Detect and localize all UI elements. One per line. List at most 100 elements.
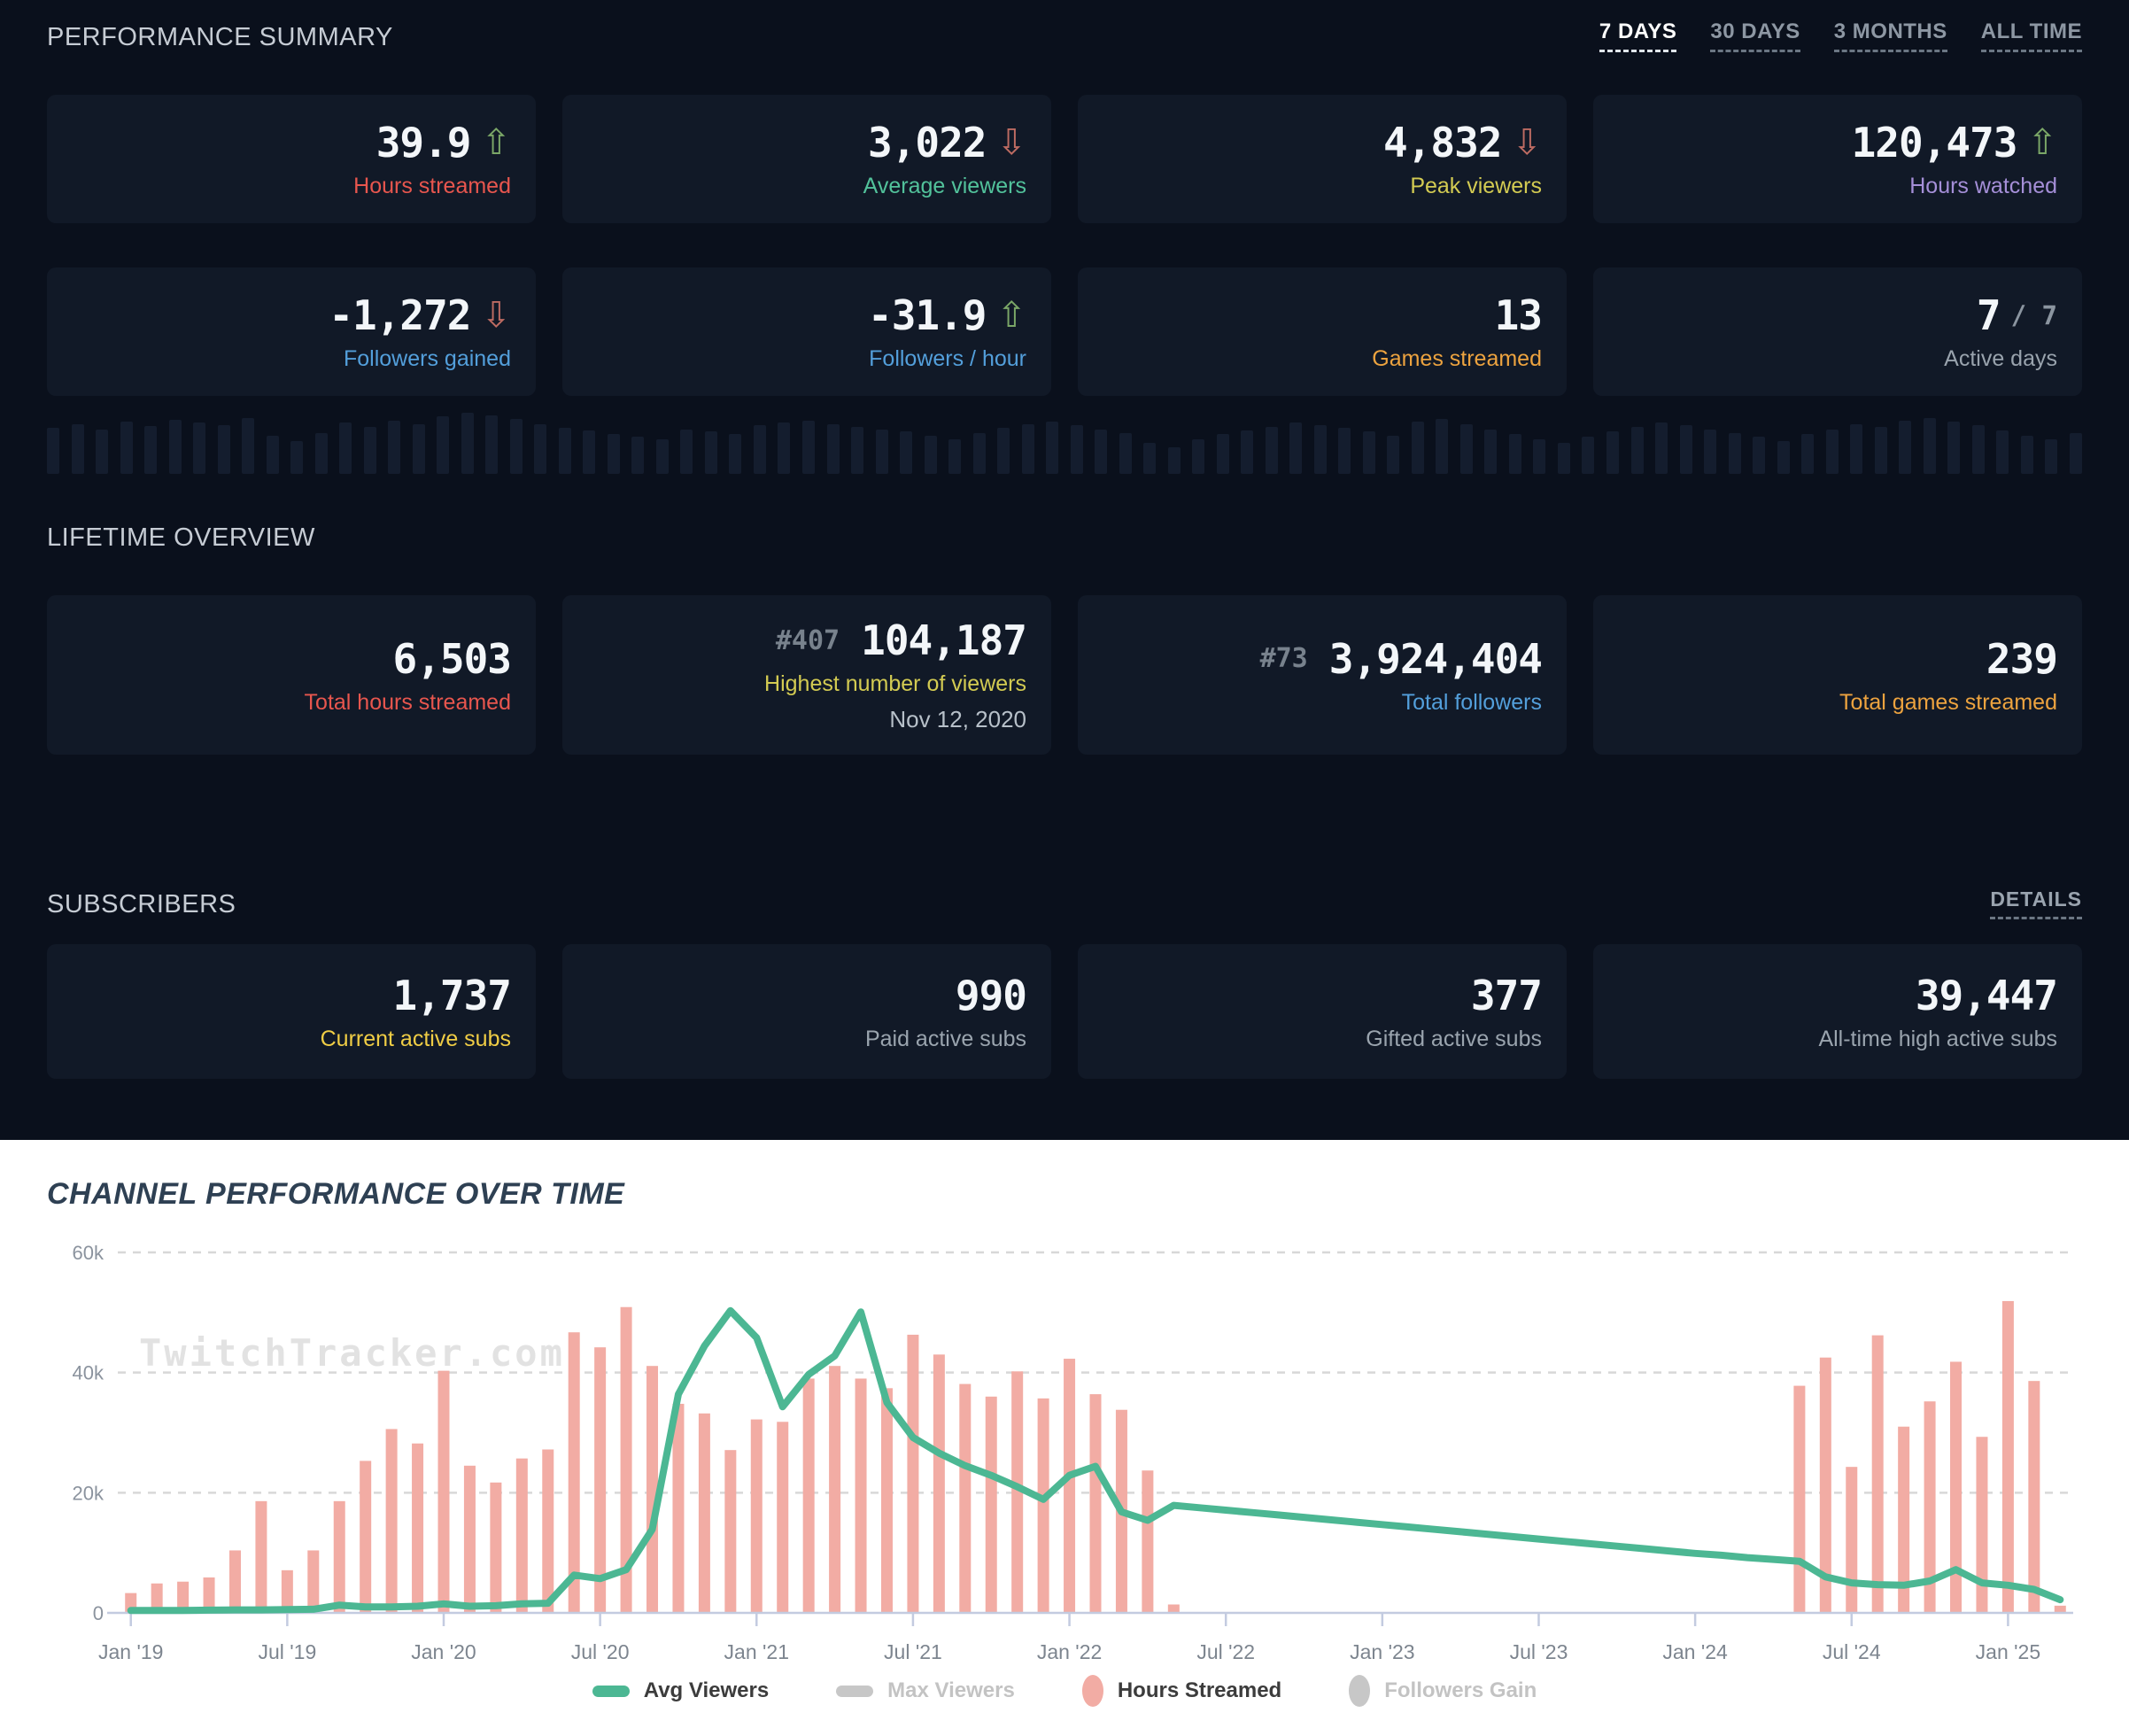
stat-rank: #73 [1259, 643, 1308, 674]
stat-label: Active days [1944, 346, 2057, 371]
hours-streamed-bar [802, 1378, 815, 1613]
time-filter-all-time[interactable]: ALL TIME [1980, 19, 2082, 52]
sparkline-bar [1338, 428, 1351, 474]
hours-streamed-bar [412, 1443, 424, 1613]
sparkline-bar [1899, 420, 1912, 474]
stat-value: 104,187 [861, 616, 1027, 664]
sparkline-bar [1459, 423, 1473, 474]
y-axis-label: 20k [73, 1482, 105, 1504]
sparkline-bar [1923, 417, 1936, 474]
stat-label: Followers gained [344, 346, 511, 371]
avg-viewers-line [127, 1306, 2064, 1615]
sparkline-bar [1655, 422, 1668, 474]
legend-swatch-line-icon [836, 1685, 874, 1697]
sparkline-bar [1801, 434, 1815, 474]
stat-value: 990 [955, 971, 1027, 1019]
sparkline-bar [534, 423, 547, 474]
sparkline-bar [1947, 421, 1961, 474]
subscribers-cards-grid: 1,737 Current active subs 990 Paid activ… [47, 944, 2082, 1079]
hours-streamed-bar [933, 1354, 945, 1613]
lifetime-cards-grid: 6,503 Total hours streamed #407 104,187 … [47, 595, 2082, 755]
time-filter-30-days[interactable]: 30 DAYS [1710, 19, 1800, 52]
stat-value: 239 [1986, 634, 2058, 683]
stat-card-hours-streamed: 39.9 ⇧ Hours streamed [47, 95, 536, 223]
legend-item-max-viewers[interactable]: Max Viewers [836, 1678, 1015, 1703]
stat-value: 13 [1494, 291, 1543, 339]
stat-card-hours-watched: 120,473 ⇧ Hours watched [1593, 95, 2082, 223]
stat-value: 6,503 [392, 634, 512, 683]
hours-streamed-bar [463, 1465, 476, 1613]
hours-streamed-bar [568, 1332, 580, 1613]
sparkline-bar [583, 430, 596, 474]
legend-item-hours-streamed[interactable]: Hours Streamed [1081, 1675, 1281, 1707]
chart-title: CHANNEL PERFORMANCE OVER TIME [47, 1177, 625, 1211]
sparkline-bar [801, 420, 815, 474]
legend-item-avg-viewers[interactable]: Avg Viewers [592, 1678, 769, 1703]
sparkline-bar [1387, 435, 1400, 474]
hours-streamed-bar [1064, 1359, 1076, 1613]
hours-streamed-bar [1871, 1335, 1884, 1613]
stat-value: 120,473 [1851, 119, 2018, 167]
hours-streamed-bar [177, 1581, 190, 1613]
x-axis-label: Jan '21 [724, 1640, 789, 1663]
sparkline-bar [144, 426, 158, 474]
stat-label: Hours streamed [353, 174, 511, 198]
x-axis-label: Jan '20 [411, 1640, 476, 1663]
stat-card-all-time-high-active-subs: 39,447 All-time high active subs [1593, 944, 2082, 1079]
hours-streamed-bar [1089, 1394, 1102, 1613]
stat-card-average-viewers: 3,022 ⇩ Average viewers [562, 95, 1051, 223]
legend-swatch-line-icon [592, 1685, 630, 1697]
x-axis-label: Jan '24 [1662, 1640, 1728, 1663]
legend-item-followers-gain[interactable]: Followers Gain [1349, 1675, 1537, 1707]
sparkline-bar [972, 432, 986, 474]
stat-value-row: 4,832 ⇩ [1383, 119, 1542, 167]
time-filter-3-months[interactable]: 3 MONTHS [1833, 19, 1947, 52]
hours-streamed-bar [151, 1583, 163, 1613]
sparkline-bar [1996, 430, 2009, 474]
performance-cards-grid: 39.9 ⇧ Hours streamed 3,022 ⇩ Average vi… [47, 95, 2082, 396]
lifetime-header: LIFETIME OVERVIEW [47, 523, 2082, 553]
sparkline-bar [875, 429, 888, 474]
stat-card-total-followers: #73 3,924,404 Total followers [1078, 595, 1567, 755]
details-link[interactable]: DETAILS [1990, 887, 2082, 919]
hours-streamed-bar [515, 1458, 528, 1613]
time-filter-7-days[interactable]: 7 DAYS [1599, 19, 1677, 52]
sparkline-bar [704, 431, 717, 474]
sparkline-bar [1265, 426, 1278, 474]
x-axis-label: Jan '19 [98, 1640, 163, 1663]
sparkline-bar [900, 431, 913, 474]
hours-streamed-bar [1037, 1398, 1049, 1613]
hours-streamed-bar [829, 1366, 841, 1613]
watermark: TwitchTracker.com [139, 1331, 565, 1375]
sparkline-bar [607, 434, 620, 474]
stat-value-row: 239 [1986, 634, 2058, 683]
sparkline-bar [1167, 446, 1181, 474]
sparkline-bar [1971, 425, 1985, 474]
hours-streamed-bar [385, 1429, 398, 1613]
stat-sublabel: Nov 12, 2020 [889, 706, 1026, 732]
stat-label: Average viewers [863, 174, 1026, 198]
sparkline-bar [290, 440, 304, 474]
stat-label: Highest number of viewers [764, 671, 1026, 696]
x-axis-label: Jan '25 [1976, 1640, 2040, 1663]
sparkline-bar [437, 416, 450, 474]
x-axis-label: Jul '22 [1196, 1640, 1255, 1663]
sparkline-bar [1777, 440, 1790, 474]
stat-card-followers-gained: -1,272 ⇩ Followers gained [47, 267, 536, 396]
stat-card-games-streamed: 13 Games streamed [1078, 267, 1567, 396]
stat-card-gifted-active-subs: 377 Gifted active subs [1078, 944, 1567, 1079]
stat-label: Hours watched [1909, 174, 2057, 198]
sparkline-bar [1582, 437, 1595, 474]
stat-label: Total hours streamed [304, 689, 511, 715]
hours-streamed-bar [855, 1378, 867, 1613]
sparkline-bar [485, 415, 499, 474]
sparkline-bar [1753, 437, 1766, 474]
hours-streamed-bar [646, 1366, 659, 1613]
sparkline-bar [314, 432, 328, 474]
sparkline-bar [1436, 419, 1449, 474]
stat-value-row: 39.9 ⇧ [376, 119, 511, 167]
hours-streamed-bar [2054, 1605, 2066, 1613]
stat-value-row: 6,503 [392, 634, 512, 683]
stat-value: 377 [1470, 971, 1543, 1019]
hours-streamed-bar [542, 1449, 554, 1613]
